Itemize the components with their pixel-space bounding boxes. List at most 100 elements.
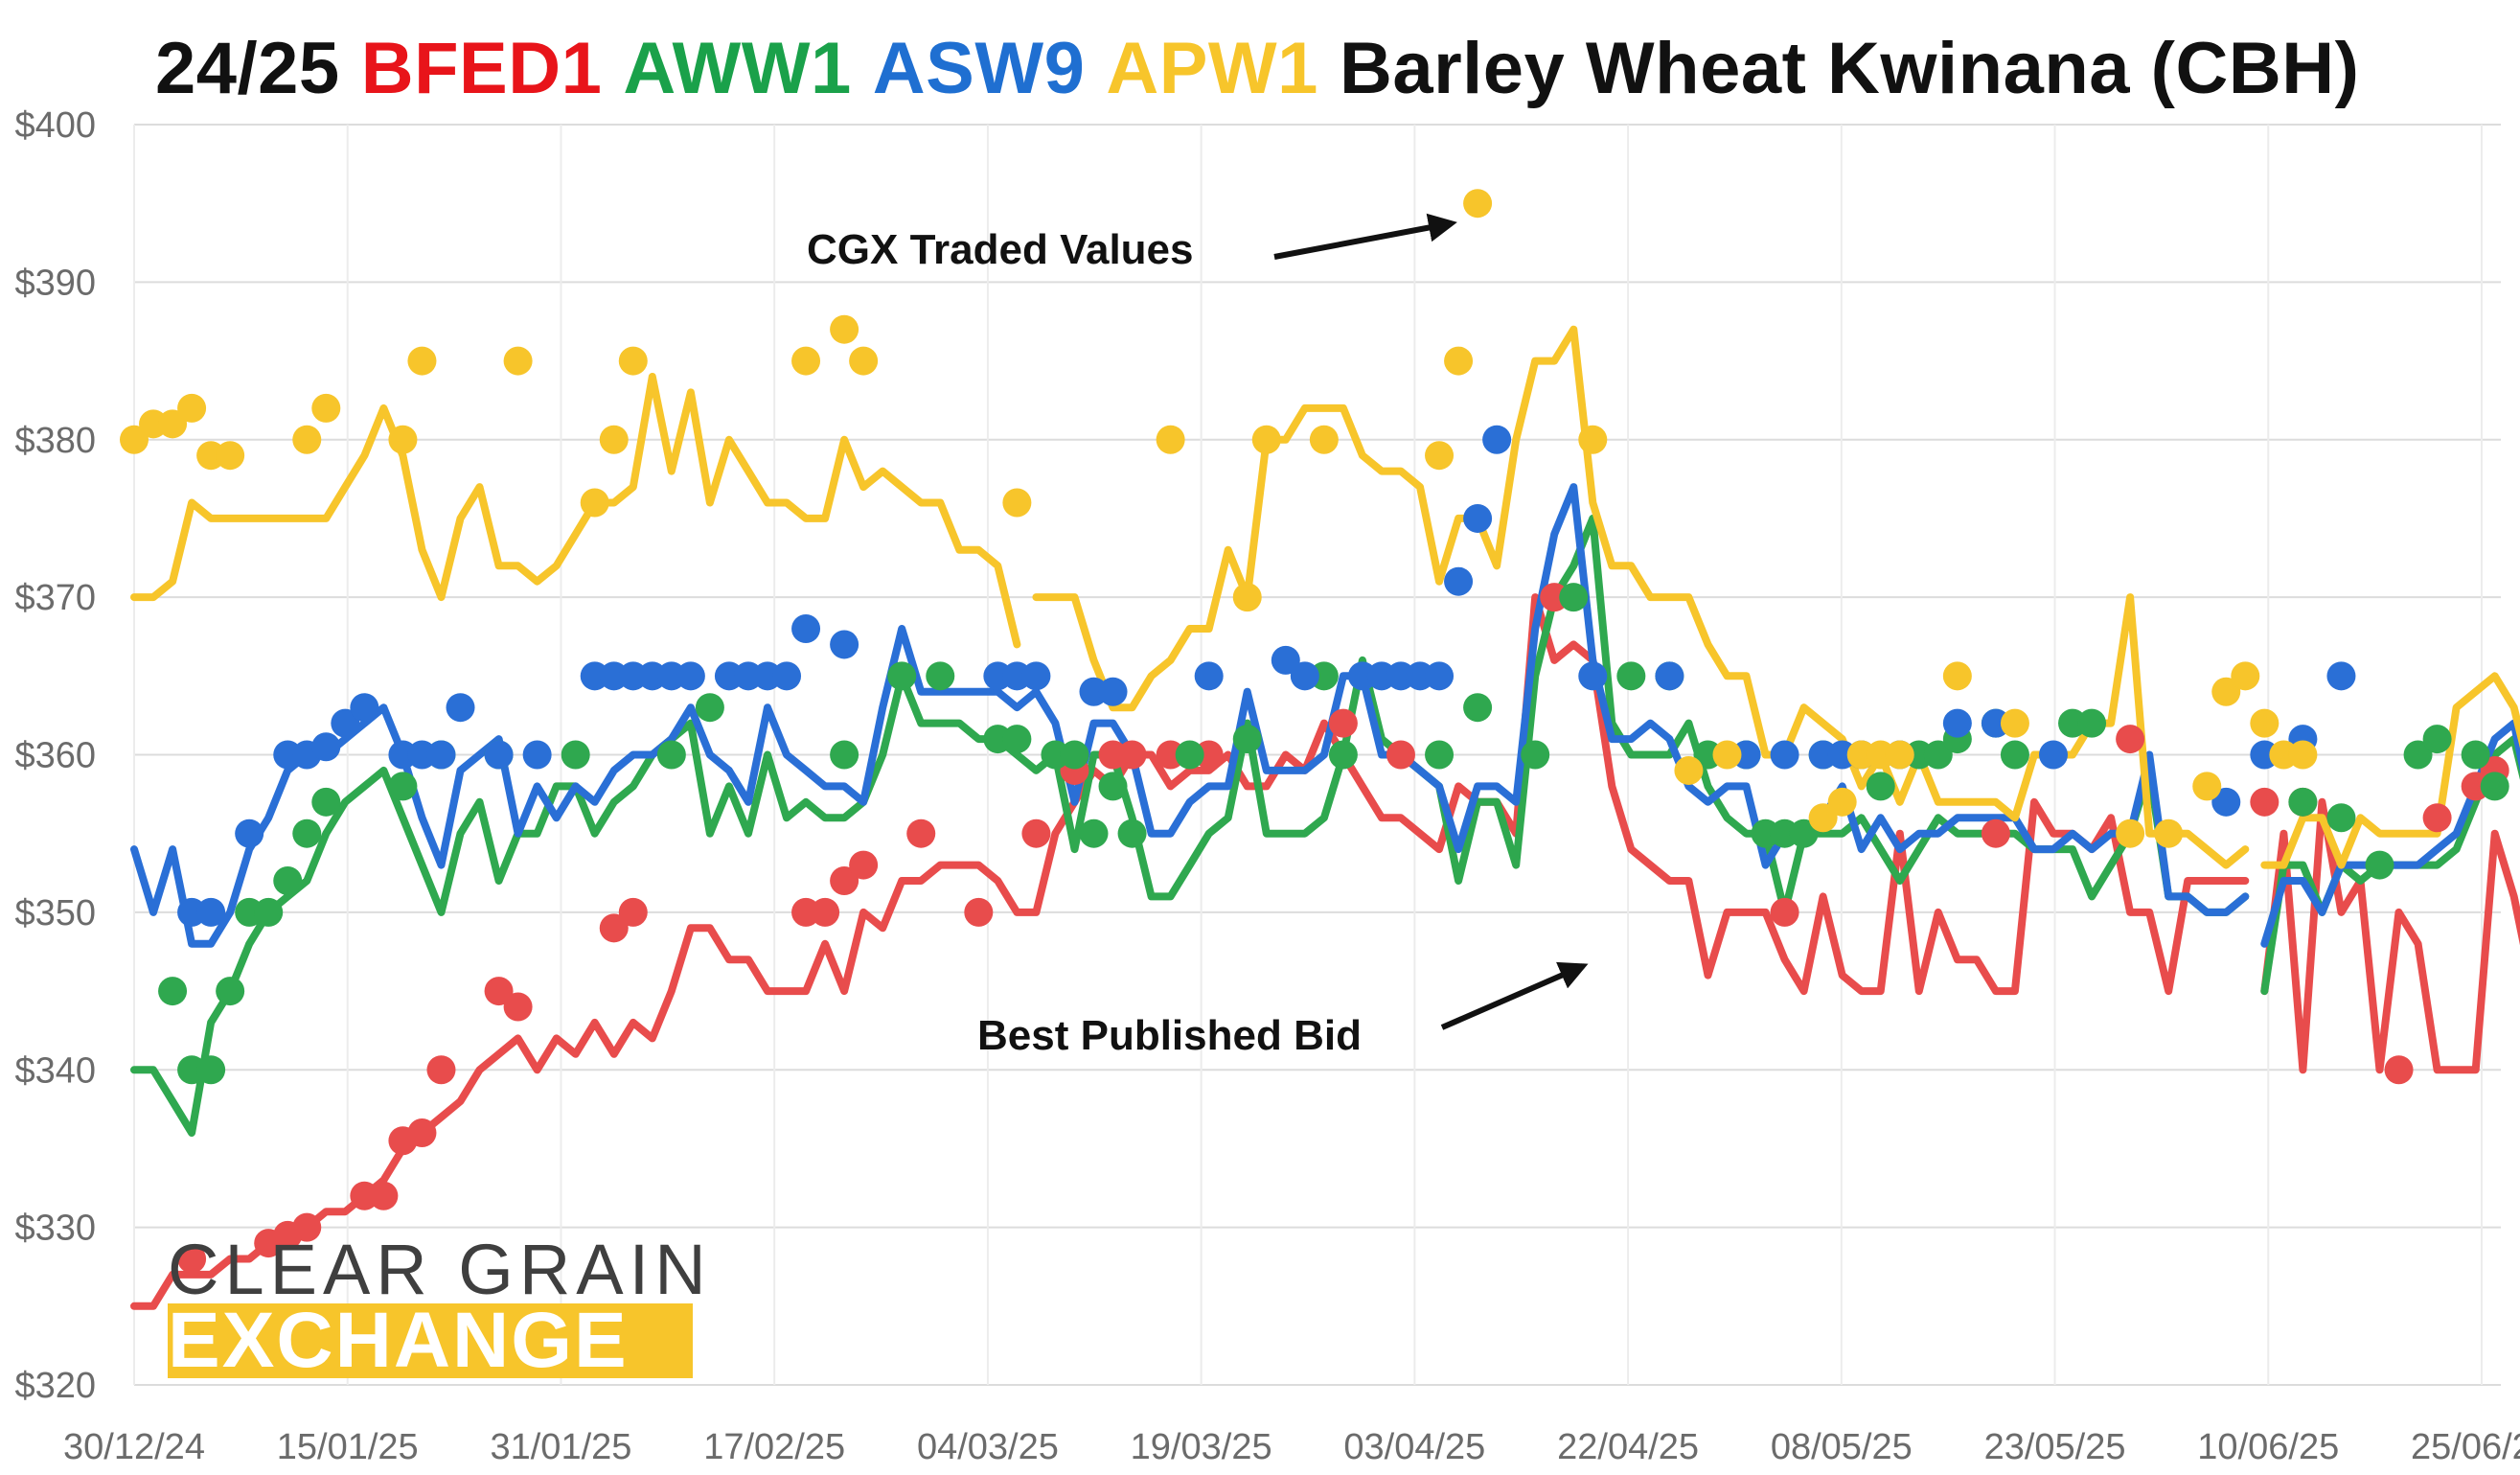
traded-point-aww1 (1175, 740, 1204, 770)
traded-point-apw1 (2250, 708, 2279, 738)
traded-point-apw1 (407, 346, 437, 376)
traded-point-bfed1 (407, 1118, 437, 1147)
traded-point-apw1 (618, 346, 648, 376)
traded-point-asw9 (350, 693, 379, 723)
traded-point-apw1 (580, 488, 609, 518)
traded-point-aww1 (1060, 740, 1089, 770)
traded-point-asw9 (1021, 661, 1051, 691)
traded-point-aww1 (830, 740, 859, 770)
traded-point-asw9 (830, 630, 859, 659)
traded-point-bfed1 (830, 866, 859, 895)
traded-point-asw9 (1271, 645, 1300, 675)
traded-point-bfed1 (1386, 740, 1415, 770)
traded-point-asw9 (1578, 661, 1608, 691)
traded-point-asw9 (196, 897, 226, 927)
y-tick-label: $400 (14, 105, 96, 146)
chart-title: 24/25 BFED1 AWW1 ASW9 APW1 Barley Wheat Kwina… (155, 27, 2380, 110)
traded-point-asw9 (484, 740, 514, 770)
traded-point-apw1 (177, 393, 207, 423)
traded-point-asw9 (1098, 677, 1128, 706)
logo-clear-grain: CLEAR GRAIN (168, 1230, 712, 1309)
traded-point-apw1 (1674, 755, 1704, 785)
traded-point-aww1 (292, 818, 322, 848)
traded-point-aww1 (1079, 818, 1109, 848)
x-tick-label: 04/03/25 (917, 1427, 1059, 1467)
traded-point-aww1 (1789, 818, 1819, 848)
traded-point-apw1 (1463, 189, 1493, 219)
traded-point-aww1 (926, 661, 955, 691)
x-tick-label: 10/06/25 (2197, 1427, 2339, 1467)
x-tick-label: 03/04/25 (1343, 1427, 1485, 1467)
y-tick-label: $370 (14, 578, 96, 618)
traded-point-aww1 (561, 740, 590, 770)
traded-point-asw9 (1770, 740, 1799, 770)
traded-point-apw1 (503, 346, 533, 376)
x-tick-label: 31/01/25 (490, 1427, 631, 1467)
x-tick-label: 19/03/25 (1131, 1427, 1272, 1467)
annotation-traded-values: CGX Traded Values (807, 226, 1194, 273)
title-year: 24/25 (155, 28, 340, 109)
traded-point-aww1 (1866, 772, 1895, 801)
traded-point-asw9 (791, 614, 821, 643)
x-tick-label: 17/02/25 (703, 1427, 845, 1467)
traded-point-asw9 (1444, 566, 1474, 596)
traded-point-aww1 (254, 897, 284, 927)
traded-point-apw1 (2000, 708, 2029, 738)
traded-point-bfed1 (1770, 897, 1799, 927)
traded-point-aww1 (1232, 725, 1262, 754)
traded-point-apw1 (791, 346, 821, 376)
traded-point-apw1 (1444, 346, 1474, 376)
x-tick-label: 30/12/24 (63, 1427, 205, 1467)
traded-point-apw1 (216, 441, 245, 471)
traded-point-bfed1 (618, 897, 648, 927)
traded-point-aww1 (887, 661, 917, 691)
traded-point-apw1 (388, 425, 418, 454)
traded-point-bfed1 (503, 992, 533, 1022)
y-tick-label: $380 (14, 421, 96, 461)
traded-point-apw1 (1232, 583, 1262, 612)
traded-point-apw1 (2231, 661, 2260, 691)
traded-point-apw1 (1578, 425, 1608, 454)
traded-point-aww1 (1923, 740, 1953, 770)
x-tick-label: 15/01/25 (277, 1427, 419, 1467)
traded-point-aww1 (2480, 772, 2509, 801)
traded-point-apw1 (1251, 425, 1281, 454)
traded-point-aww1 (1559, 583, 1589, 612)
traded-point-aww1 (2288, 787, 2318, 817)
x-tick-label: 22/04/25 (1557, 1427, 1699, 1467)
traded-point-apw1 (1712, 740, 1742, 770)
annotation-arrows (1273, 213, 1589, 1030)
traded-point-bfed1 (599, 913, 629, 943)
traded-point-asw9 (426, 740, 456, 770)
title-bfed1: BFED1 (360, 28, 603, 109)
traded-point-asw9 (522, 740, 552, 770)
traded-point-asw9 (1942, 708, 1972, 738)
traded-point-aww1 (2326, 803, 2356, 833)
arrow-bid (1440, 961, 1589, 1030)
traded-point-aww1 (196, 1055, 226, 1085)
traded-point-apw1 (599, 425, 629, 454)
traded-point-aww1 (1117, 818, 1147, 848)
traded-point-aww1 (1463, 693, 1493, 723)
traded-point-aww1 (2422, 725, 2452, 754)
traded-point-bfed1 (2250, 787, 2279, 817)
traded-point-apw1 (1808, 803, 1838, 833)
traded-point-apw1 (2288, 740, 2318, 770)
traded-point-asw9 (235, 818, 264, 848)
traded-point-bfed1 (1021, 818, 1051, 848)
traded-point-apw1 (1156, 425, 1185, 454)
traded-point-asw9 (311, 732, 341, 762)
y-tick-label: $350 (14, 893, 96, 933)
traded-point-apw1 (2116, 818, 2145, 848)
traded-point-aww1 (158, 977, 188, 1006)
traded-point-asw9 (1482, 425, 1512, 454)
traded-point-apw1 (120, 425, 149, 454)
traded-point-aww1 (1002, 725, 1032, 754)
traded-point-apw1 (849, 346, 879, 376)
series-lines (130, 325, 2520, 1310)
traded-point-apw1 (1309, 425, 1339, 454)
y-axis: $320 $330 $340 $350 $360 $370 $380 $390 $400 (14, 105, 96, 1406)
traded-point-apw1 (2154, 818, 2184, 848)
